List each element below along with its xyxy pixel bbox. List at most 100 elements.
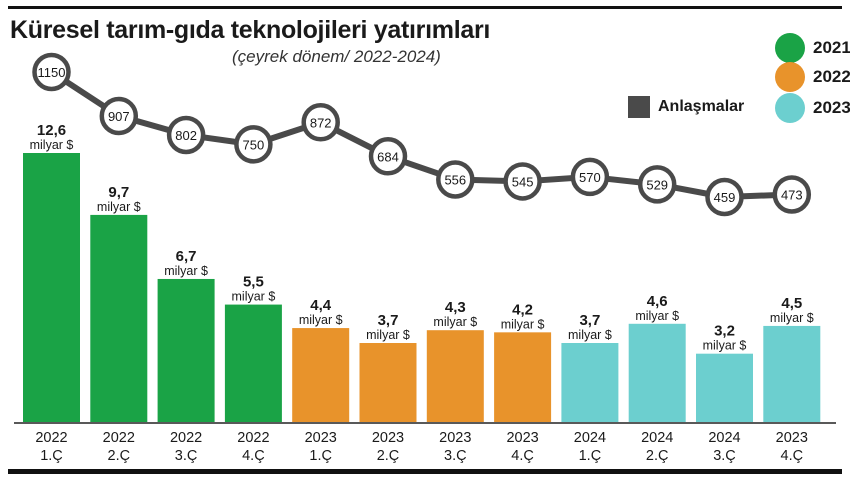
deals-point-label: 529 [646, 177, 668, 192]
bar [90, 214, 148, 422]
bar-unit-label: milyar $ [770, 311, 814, 325]
bar [224, 304, 282, 422]
bar-value-label: 9,7 [108, 184, 129, 201]
x-tick-year: 2022 [170, 430, 202, 446]
deals-point-label: 556 [444, 172, 466, 187]
bar-value-label: 4,3 [445, 299, 466, 316]
deals-point-label: 802 [175, 128, 197, 143]
legend-item-2023: 2023 [775, 93, 850, 123]
bar [561, 343, 619, 422]
deals-point [32, 52, 71, 92]
x-tick-year: 2024 [574, 430, 606, 446]
bar-value-label: 6,7 [176, 248, 197, 265]
bar-unit-label: milyar $ [568, 328, 612, 342]
deals-point [368, 137, 408, 176]
bar [763, 325, 821, 422]
deals-point-label: 684 [377, 149, 399, 164]
bar-unit-label: milyar $ [97, 200, 141, 214]
deals-point [301, 103, 340, 142]
legend-item-2021: 2021 [775, 33, 850, 63]
bar-unit-label: milyar $ [232, 290, 276, 304]
bar-unit-label: milyar $ [433, 315, 477, 329]
x-tick-quarter: 3.Ç [444, 448, 467, 464]
bottom-rule [8, 469, 842, 474]
bar-value-label: 4,5 [781, 295, 802, 312]
bar [157, 278, 215, 422]
bar-unit-label: milyar $ [703, 339, 747, 353]
bar-unit-label: milyar $ [164, 264, 208, 278]
deals-line [48, 69, 795, 200]
bar-value-label: 4,4 [310, 297, 332, 314]
bar [292, 328, 350, 422]
deals-point-label: 1150 [38, 65, 66, 80]
x-tick-quarter: 1.Ç [309, 448, 332, 464]
deals-point [705, 177, 744, 217]
deals-point [436, 160, 475, 199]
x-tick-quarter: 2.Ç [108, 448, 131, 464]
legend-item-2022: 2022 [775, 62, 850, 92]
deals-point [637, 165, 677, 204]
bar [359, 343, 417, 422]
x-tick-year: 2024 [708, 430, 740, 446]
legend-dot-2021 [775, 33, 805, 63]
bar [426, 330, 484, 422]
bar-unit-label: milyar $ [366, 328, 410, 342]
bar-value-label: 3,7 [378, 312, 399, 329]
x-tick-quarter: 4.Ç [242, 448, 265, 464]
bar-unit-label: milyar $ [30, 138, 74, 152]
legend-label-2023: 2023 [813, 98, 850, 117]
legend-label-2021: 2021 [813, 38, 850, 57]
x-tick-year: 2024 [641, 430, 673, 446]
x-tick-year: 2022 [237, 430, 269, 446]
x-tick-quarter: 4.Ç [781, 448, 804, 464]
x-tick-year: 2023 [305, 430, 337, 446]
x-tick-year: 2023 [506, 430, 538, 446]
chart-title: Küresel tarım-gıda teknolojileri yatırım… [10, 16, 491, 44]
bar-value-label: 12,6 [37, 122, 66, 139]
x-tick-quarter: 4.Ç [511, 448, 534, 464]
bar-value-label: 4,2 [512, 301, 533, 318]
x-tick-quarter: 2.Ç [377, 448, 400, 464]
bar-value-label: 4,6 [647, 293, 668, 310]
deals-point-label: 545 [512, 174, 534, 189]
deals-point-label: 473 [781, 187, 803, 202]
x-tick-quarter: 2.Ç [646, 448, 669, 464]
deals-point-label: 907 [108, 109, 130, 124]
legend-dot-2022 [775, 62, 805, 92]
deals-point [570, 157, 610, 197]
deals-point-label: 872 [310, 115, 332, 130]
x-tick-quarter: 3.Ç [713, 448, 736, 464]
deals-point [772, 175, 812, 214]
bar-unit-label: milyar $ [635, 309, 679, 323]
deals-point [234, 125, 273, 164]
legend-dot-2023 [775, 93, 805, 123]
legend-item-deals: Anlaşmalar [628, 96, 744, 118]
x-tick-year: 2022 [103, 430, 135, 446]
x-tick-quarter: 3.Ç [175, 448, 198, 464]
bar-value-label: 3,7 [579, 312, 600, 329]
bar [628, 323, 686, 422]
deals-point [503, 162, 542, 201]
x-tick-year: 2023 [372, 430, 404, 446]
top-rule [8, 6, 842, 9]
legend-label-2022: 2022 [813, 67, 850, 86]
bar-unit-label: milyar $ [299, 313, 343, 327]
legend-square-deals [628, 96, 650, 118]
x-tick-quarter: 1.Ç [579, 448, 602, 464]
x-tick-year: 2023 [439, 430, 471, 446]
bar-value-label: 5,5 [243, 274, 264, 291]
bar [696, 353, 753, 422]
deals-point-label: 570 [579, 170, 601, 185]
bar [494, 332, 552, 422]
deals-point-label: 459 [714, 190, 736, 205]
chart-subtitle: (çeyrek dönem/ 2022-2024) [232, 47, 441, 66]
x-tick-year: 2022 [35, 430, 67, 446]
deals-point [166, 115, 206, 155]
x-tick-year: 2023 [776, 430, 808, 446]
deals-point-label: 750 [243, 137, 265, 152]
legend-label-deals: Anlaşmalar [658, 98, 745, 115]
bar-value-label: 3,2 [714, 323, 735, 340]
deals-point [99, 96, 139, 136]
